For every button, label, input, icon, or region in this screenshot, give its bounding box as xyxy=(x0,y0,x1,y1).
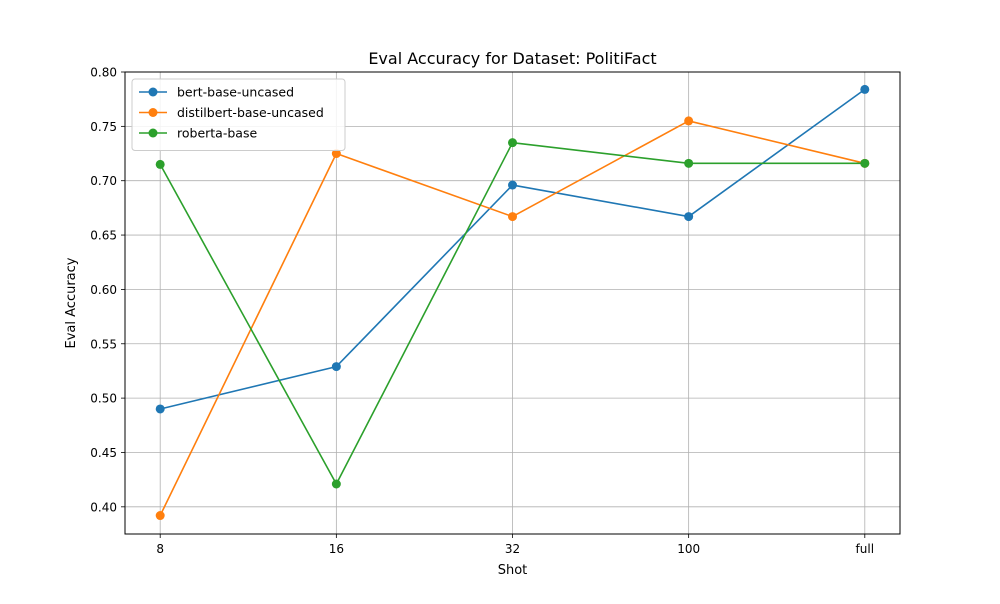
data-point xyxy=(331,362,341,372)
legend-label: bert-base-uncased xyxy=(177,85,294,100)
data-point xyxy=(155,159,165,169)
data-point xyxy=(331,479,341,489)
data-point xyxy=(860,158,870,168)
data-point xyxy=(684,158,694,168)
legend: bert-base-uncased distilbert-base-uncased… xyxy=(131,78,346,151)
legend-label: roberta-base xyxy=(177,126,257,141)
y-tick-label: 0.65 xyxy=(90,229,117,243)
y-axis-label: Eval Accuracy xyxy=(64,257,79,348)
data-point xyxy=(508,180,517,190)
series-lines xyxy=(155,84,870,521)
y-tick-label: 0.75 xyxy=(90,120,117,134)
x-tick-label: full xyxy=(856,542,875,556)
x-tick-label: 32 xyxy=(505,542,520,556)
data-point xyxy=(860,84,870,94)
legend-marker xyxy=(148,87,158,97)
data-point xyxy=(684,212,694,222)
y-tick-label: 0.80 xyxy=(90,66,117,80)
x-tick-label: 16 xyxy=(329,542,344,556)
x-axis-label: Shot xyxy=(498,563,528,578)
y-tick-label: 0.50 xyxy=(90,392,117,406)
data-point xyxy=(155,511,165,521)
x-tick-label: 100 xyxy=(677,542,700,556)
chart-title: Eval Accuracy for Dataset: PolitiFact xyxy=(368,49,656,68)
y-tick-label: 0.60 xyxy=(90,283,117,297)
data-point xyxy=(684,116,694,126)
data-point xyxy=(155,404,165,414)
x-tick-label: 8 xyxy=(156,542,164,556)
y-tick-label: 0.70 xyxy=(90,174,117,188)
data-point xyxy=(331,149,341,159)
data-point xyxy=(508,212,517,222)
y-tick-label: 0.40 xyxy=(90,500,117,514)
legend-marker xyxy=(148,108,158,117)
data-point xyxy=(508,138,517,148)
axes: 8 16 32 100 full 0.40 0.45 0.50 0.55 0.60 0.65 0.70… xyxy=(90,66,874,557)
legend-marker xyxy=(148,128,158,138)
y-tick-label: 0.45 xyxy=(90,446,117,460)
legend-box xyxy=(131,78,346,151)
legend-label: distilbert-base-uncased xyxy=(177,105,324,120)
y-tick-label: 0.55 xyxy=(90,337,117,351)
